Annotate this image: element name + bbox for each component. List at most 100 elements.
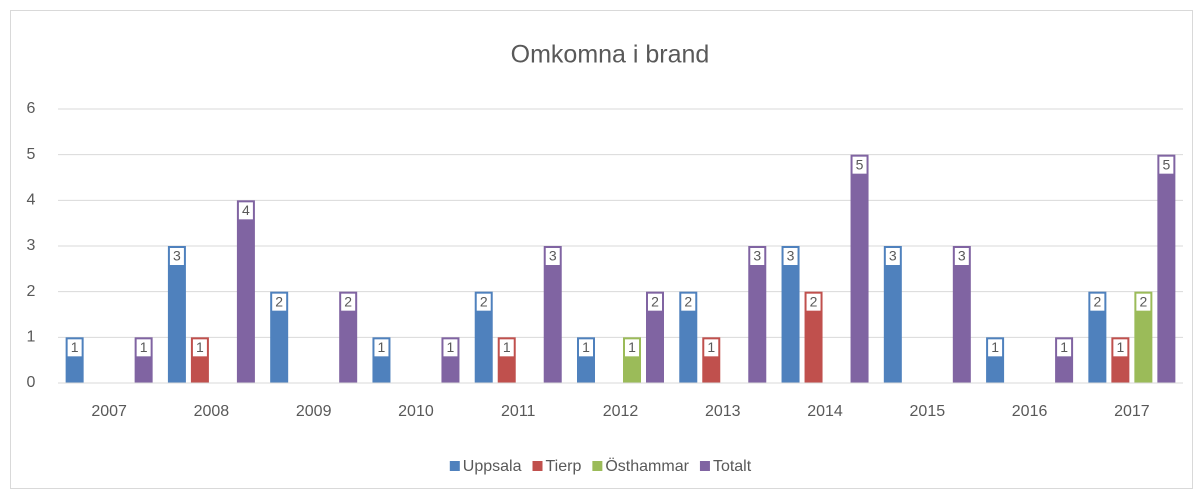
data-label-box <box>750 248 765 265</box>
data-label: 1 <box>707 339 715 355</box>
data-label: 3 <box>889 248 897 264</box>
chart-border <box>10 10 1193 489</box>
bar <box>167 246 186 383</box>
x-tick-label: 2014 <box>807 403 843 420</box>
data-label-box <box>1159 156 1174 174</box>
legend-label: Uppsala <box>463 458 522 475</box>
data-label: 1 <box>1116 339 1124 355</box>
x-tick-label: 2012 <box>603 403 639 420</box>
data-label: 1 <box>447 339 455 355</box>
y-tick-label: 6 <box>27 100 36 117</box>
data-label-box <box>681 293 696 311</box>
data-label: 3 <box>958 248 966 264</box>
x-tick-label: 2016 <box>1012 403 1048 420</box>
data-label: 2 <box>684 293 692 309</box>
bar <box>748 246 767 383</box>
data-label-box <box>579 339 593 357</box>
bar <box>646 291 664 383</box>
x-tick-label: 2015 <box>910 403 946 420</box>
data-label: 2 <box>480 293 488 309</box>
data-label-box <box>806 293 821 311</box>
bar <box>236 200 255 383</box>
data-label: 2 <box>810 293 818 309</box>
y-tick-label: 4 <box>27 192 36 209</box>
data-label-box <box>1136 293 1151 311</box>
x-tick-label: 2008 <box>194 403 230 420</box>
data-label: 2 <box>344 293 352 309</box>
data-label-box <box>704 339 719 357</box>
data-label-box <box>67 339 82 357</box>
data-label: 3 <box>173 248 181 264</box>
data-label-box <box>1113 339 1128 357</box>
data-label: 4 <box>242 202 250 218</box>
x-tick-label: 2010 <box>398 403 434 420</box>
legend-swatch <box>592 461 603 471</box>
data-label-box <box>852 156 867 174</box>
data-label-box <box>374 339 389 357</box>
data-label: 1 <box>378 339 386 355</box>
bar <box>679 291 698 383</box>
data-label: 1 <box>140 339 148 355</box>
data-label: 1 <box>503 339 511 355</box>
data-label-box <box>545 248 560 265</box>
bar <box>883 246 902 383</box>
data-label-box <box>272 293 287 311</box>
bar <box>850 154 869 383</box>
data-label: 2 <box>1093 293 1101 309</box>
y-tick-label: 3 <box>27 237 36 254</box>
data-label-box <box>169 248 184 265</box>
data-label-box <box>192 339 207 357</box>
x-tick-label: 2017 <box>1114 403 1150 420</box>
data-label: 5 <box>856 156 864 172</box>
data-label: 3 <box>549 248 557 264</box>
bar <box>339 291 358 383</box>
bar <box>804 291 823 383</box>
bar <box>1157 154 1176 383</box>
data-label-box <box>1057 339 1072 357</box>
legend-swatch <box>449 461 460 471</box>
data-label-box <box>443 339 458 357</box>
data-label: 1 <box>991 339 999 355</box>
chart-title: Omkomna i brand <box>511 41 710 69</box>
x-tick-label: 2013 <box>705 403 741 420</box>
y-tick-label: 0 <box>27 374 36 391</box>
data-label: 3 <box>753 248 761 264</box>
legend-label: Totalt <box>713 458 752 475</box>
x-tick-label: 2007 <box>91 403 127 420</box>
data-label: 3 <box>787 248 795 264</box>
data-label-box <box>988 339 1003 357</box>
data-label-box <box>499 339 514 357</box>
data-label-box <box>238 202 253 220</box>
data-label-box <box>625 339 639 357</box>
legend-label: Tierp <box>546 458 582 475</box>
bar <box>474 291 493 383</box>
data-label-box <box>783 248 798 265</box>
bar <box>781 246 800 383</box>
bar <box>952 246 971 383</box>
data-label-box <box>648 293 662 311</box>
data-label: 2 <box>275 293 283 309</box>
legend-label: Östhammar <box>605 457 689 475</box>
data-label-box <box>1090 293 1105 311</box>
y-tick-label: 1 <box>27 329 36 346</box>
x-tick-label: 2009 <box>296 403 332 420</box>
data-label-box <box>341 293 356 311</box>
y-tick-label: 5 <box>27 146 36 163</box>
y-tick-label: 2 <box>27 283 36 300</box>
x-tick-label: 2011 <box>501 403 536 420</box>
data-label: 2 <box>651 293 659 309</box>
data-label-box <box>136 339 151 357</box>
data-label: 1 <box>71 339 79 355</box>
data-label-box <box>954 248 969 265</box>
data-label-box <box>885 248 900 265</box>
bar <box>1088 291 1107 383</box>
bar <box>543 246 562 383</box>
legend-swatch <box>699 461 710 471</box>
bar <box>1134 291 1153 383</box>
data-label: 1 <box>1060 339 1068 355</box>
data-label: 2 <box>1139 293 1147 309</box>
bar <box>270 291 289 383</box>
data-label-box <box>476 293 491 311</box>
data-label: 1 <box>628 339 636 355</box>
